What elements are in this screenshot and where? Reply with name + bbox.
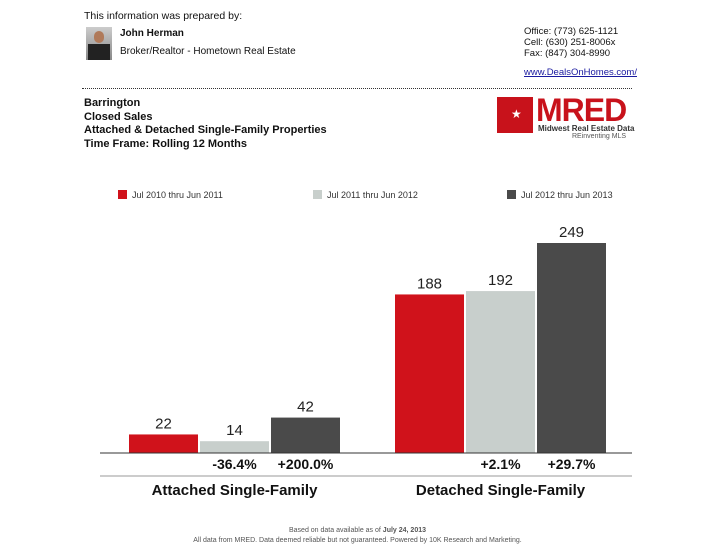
bar (200, 441, 269, 453)
footer-basis-line: Based on data available as of July 24, 2… (0, 527, 715, 534)
value-label: 42 (297, 399, 314, 416)
cell: Cell: (630) 251-8006x (524, 37, 616, 48)
value-label: 22 (155, 415, 172, 432)
agent-title: Broker/Realtor - Hometown Real Estate (120, 46, 296, 57)
agent-name: John Herman (120, 28, 184, 39)
property-types: Attached & Detached Single-Family Proper… (84, 124, 327, 136)
fax: Fax: (847) 304-8990 (524, 48, 611, 59)
prepared-by: This information was prepared by: (84, 10, 243, 22)
photo-face (94, 31, 104, 43)
office: Office: (773) 625-1121 (524, 26, 619, 37)
agent-photo (86, 27, 112, 60)
logo-slogan: REinventing MLS (572, 133, 627, 140)
value-label: 249 (559, 224, 584, 241)
footer-disclaimer: All data from MRED. Data deemed reliable… (193, 537, 522, 544)
footer-date: July 24, 2013 (382, 527, 426, 534)
separator (82, 88, 632, 89)
value-label: 192 (488, 272, 513, 289)
logo-name: MRED (536, 92, 627, 128)
change-label: +29.7% (548, 456, 596, 472)
footer-basis: Based on data available as of (288, 527, 381, 534)
bar (466, 291, 535, 453)
logo-star: ★ (511, 107, 522, 121)
legend-label: Jul 2012 thru Jun 2013 (521, 190, 613, 200)
value-label: 14 (226, 422, 243, 439)
area: Barrington (84, 97, 141, 109)
legend-swatch (118, 190, 127, 199)
bar (271, 417, 340, 453)
legend-swatch (313, 190, 322, 199)
contact: Office: (773) 625-1121 Cell: (630) 251-8… (524, 26, 618, 59)
metric: Closed Sales (84, 110, 153, 123)
time-frame: Time Frame: Rolling 12 Months (84, 137, 247, 150)
legend-label: Jul 2011 thru Jun 2012 (327, 190, 418, 200)
value-label: 188 (417, 275, 442, 292)
bar (537, 243, 606, 453)
bar (129, 434, 198, 453)
legend-label: Jul 2010 thru Jun 2011 (132, 190, 223, 200)
report-heading: Barrington Closed Sales Attached & Detac… (84, 97, 327, 151)
change-label: -36.4% (212, 456, 257, 472)
change-label: +200.0% (278, 456, 334, 472)
legend-swatch (507, 190, 516, 199)
website-link[interactable]: www.DealsOnHomes.com/ (524, 67, 637, 78)
change-label: +2.1% (480, 456, 521, 472)
category-label: Detached Single-Family (416, 482, 586, 499)
logo-mark: ★ (497, 97, 533, 133)
photo-suit (88, 44, 110, 60)
logo-tagline: Midwest Real Estate Data (538, 124, 635, 133)
bar (395, 294, 464, 453)
category-label: Attached Single-Family (152, 482, 319, 499)
